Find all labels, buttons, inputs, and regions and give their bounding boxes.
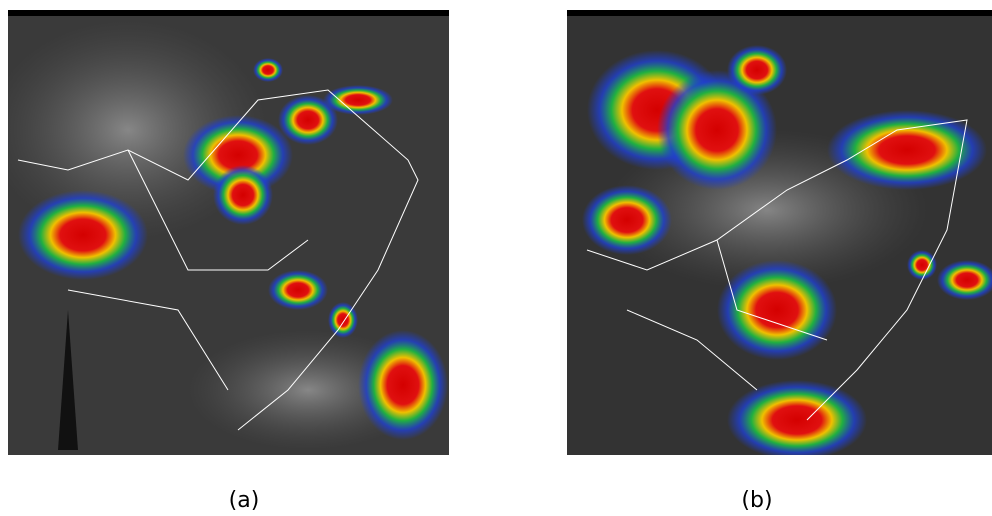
satellite-image-b (567, 10, 992, 455)
figure: (a) (b) (0, 0, 992, 516)
satellite-image-a (8, 10, 449, 455)
panel-label: (a) (204, 488, 284, 513)
panel-label: (b) (717, 488, 797, 513)
